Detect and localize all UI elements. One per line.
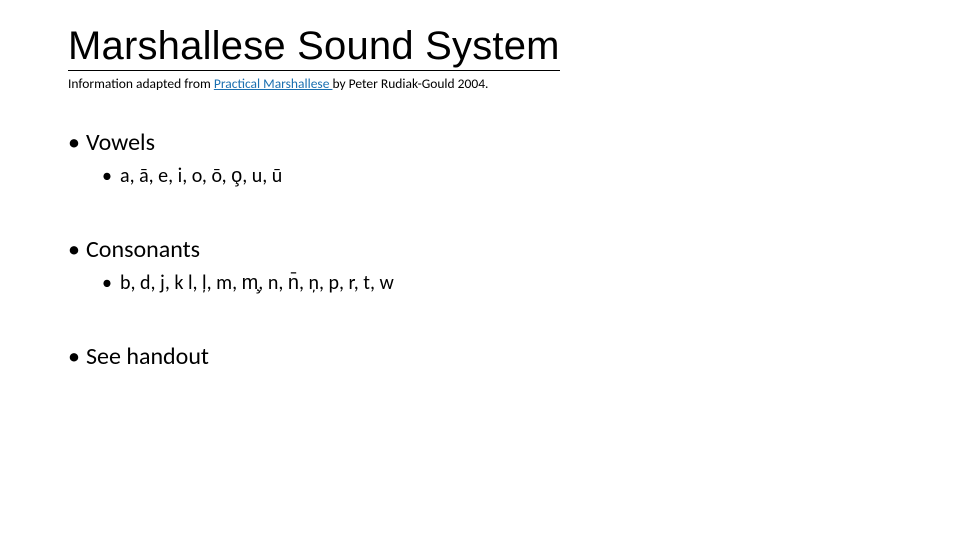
list-item: •Vowels •a, ā, e, i, o, ō, o̧, u, ū — [68, 128, 892, 189]
consonants-items: b, d, j, k l, ļ, m, m̧, n, n̄, ņ, p, r, … — [120, 271, 394, 295]
bullet-icon: • — [68, 235, 86, 265]
consonants-heading: Consonants — [86, 235, 200, 264]
subtitle-prefix: Information adapted from — [68, 75, 214, 92]
bullet-icon: • — [102, 164, 120, 189]
bullet-icon: • — [68, 128, 86, 158]
list-item: •b, d, j, k l, ļ, m, m̧, n, n̄, ņ, p, r,… — [102, 271, 892, 296]
slide: Marshallese Sound System Information ada… — [0, 0, 960, 540]
sub-list: •a, ā, e, i, o, ō, o̧, u, ū — [102, 164, 892, 189]
sub-list: •b, d, j, k l, ļ, m, m̧, n, n̄, ņ, p, r,… — [102, 271, 892, 296]
page-title: Marshallese Sound System — [68, 24, 560, 71]
subtitle: Information adapted from Practical Marsh… — [68, 75, 892, 92]
see-handout: See handout — [86, 342, 209, 371]
list-item: •Consonants •b, d, j, k l, ļ, m, m̧, n, … — [68, 235, 892, 296]
vowels-items: a, ā, e, i, o, ō, o̧, u, ū — [120, 164, 282, 188]
list-item: •a, ā, e, i, o, ō, o̧, u, ū — [102, 164, 892, 189]
bullet-icon: • — [102, 271, 120, 296]
list-item: •See handout — [68, 342, 892, 372]
subtitle-suffix: by Peter Rudiak-Gould 2004. — [332, 75, 488, 92]
source-link[interactable]: Practical Marshallese — [214, 75, 333, 92]
vowels-heading: Vowels — [86, 128, 155, 157]
bullet-list: •Vowels •a, ā, e, i, o, ō, o̧, u, ū •Con… — [68, 128, 892, 372]
bullet-icon: • — [68, 342, 86, 372]
